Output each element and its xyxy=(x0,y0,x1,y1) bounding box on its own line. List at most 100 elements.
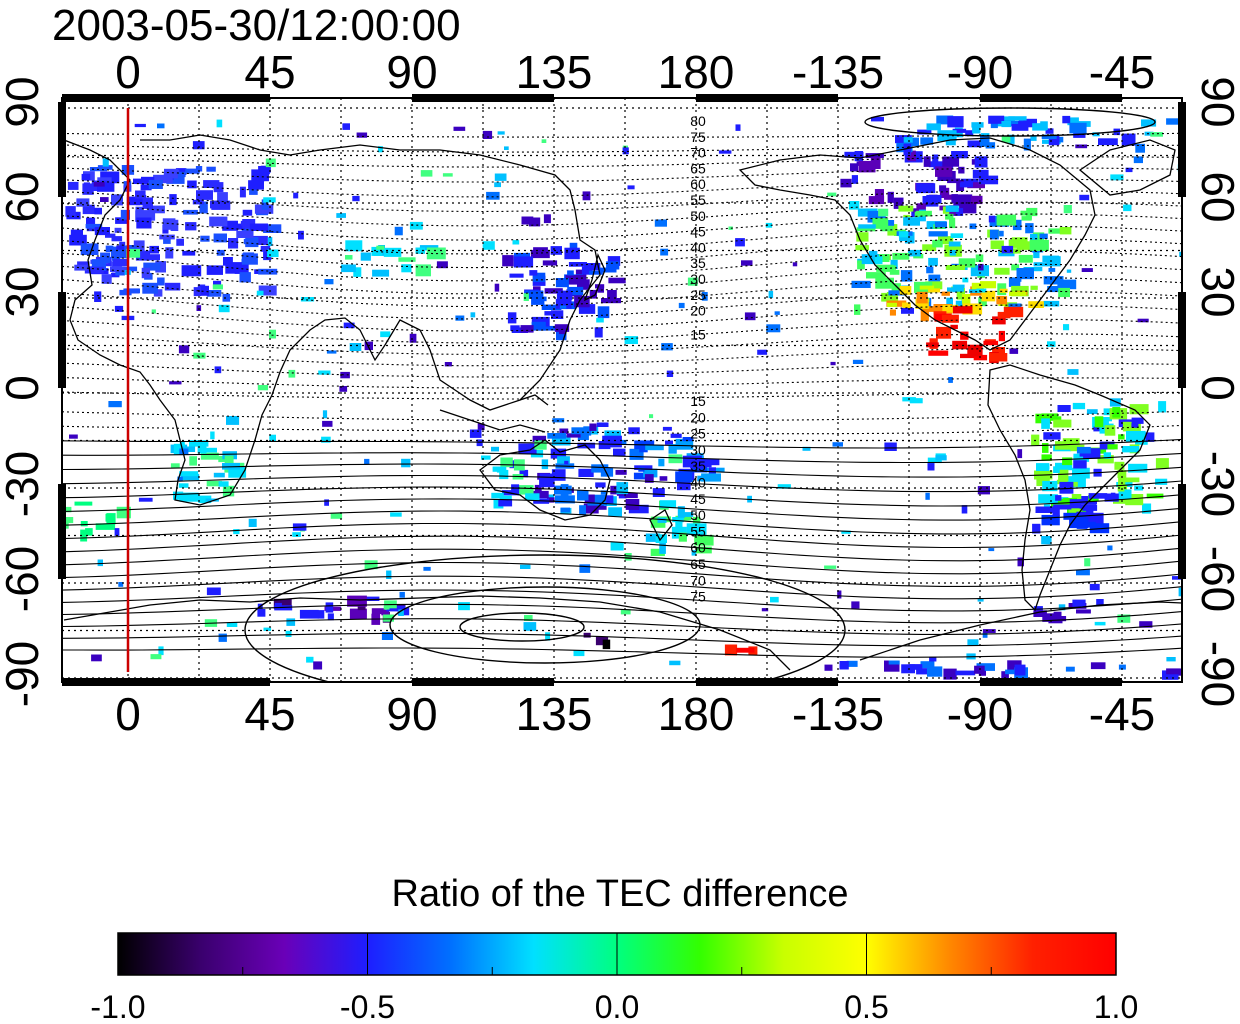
tec-patch xyxy=(533,247,548,258)
tec-patch xyxy=(1097,455,1114,464)
tec-patch xyxy=(1018,254,1033,263)
tec-patch xyxy=(550,246,562,255)
tec-patch xyxy=(183,209,198,215)
tec-patch xyxy=(100,197,109,202)
tec-patch xyxy=(878,208,889,217)
tec-patch xyxy=(554,485,572,495)
tec-patch xyxy=(206,166,216,172)
tec-patch xyxy=(582,191,591,201)
tec-patch xyxy=(1099,441,1115,450)
tec-patch xyxy=(990,240,1004,249)
tec-patch xyxy=(349,608,367,620)
tec-patch xyxy=(151,309,156,314)
tec-patch xyxy=(998,330,1005,342)
tec-patch xyxy=(1069,481,1078,487)
tec-patch xyxy=(134,123,146,128)
tec-patch xyxy=(851,601,860,609)
tec-patch xyxy=(919,285,935,290)
tec-patch xyxy=(164,282,181,291)
coast-new-zealand xyxy=(649,509,673,542)
tec-patch xyxy=(482,241,495,250)
tec-patch xyxy=(222,293,231,302)
tec-patch xyxy=(916,210,932,217)
tec-patch xyxy=(361,596,380,601)
tec-patch xyxy=(951,151,968,159)
tec-patch xyxy=(420,170,433,177)
tec-patch xyxy=(1058,287,1070,298)
tec-patch xyxy=(608,277,626,284)
tec-patch xyxy=(206,480,222,487)
tec-patch xyxy=(249,223,268,231)
tec-patch xyxy=(606,261,620,270)
tec-patch xyxy=(1032,523,1041,534)
contour-line xyxy=(62,277,1182,308)
contour-line xyxy=(62,474,1182,493)
tec-patch xyxy=(677,479,691,491)
tec-patch xyxy=(600,467,614,477)
tec-patch xyxy=(639,446,648,453)
tec-patch xyxy=(610,542,624,551)
contour-line xyxy=(62,498,1182,521)
tec-patch xyxy=(1001,135,1011,143)
tec-patch xyxy=(1001,671,1009,681)
tec-patch xyxy=(827,192,837,197)
tec-patch xyxy=(192,199,204,205)
tec-patch xyxy=(1125,167,1133,173)
tec-patch xyxy=(213,233,227,243)
tec-patch xyxy=(86,227,99,232)
tec-patch xyxy=(292,532,301,537)
tec-patch xyxy=(1043,432,1061,440)
tec-patch xyxy=(228,466,247,478)
tec-patch xyxy=(550,448,567,459)
tec-patch xyxy=(678,302,685,309)
tec-patch xyxy=(1072,599,1086,607)
tec-patch xyxy=(686,523,707,535)
tec-patch xyxy=(629,448,644,460)
tec-patch xyxy=(166,175,185,184)
tec-patch xyxy=(665,440,673,445)
tec-patch xyxy=(1025,223,1034,234)
tec-patch xyxy=(65,206,76,217)
tec-patch xyxy=(907,150,916,162)
tec-patch xyxy=(1069,499,1082,509)
tec-patch xyxy=(1107,444,1118,450)
tec-patch xyxy=(539,473,560,480)
tec-patch xyxy=(982,629,996,633)
tec-patch xyxy=(959,203,977,214)
tec-patch xyxy=(293,192,299,199)
tec-patch xyxy=(1075,515,1086,525)
tec-patch xyxy=(491,492,504,499)
tec-patch xyxy=(666,370,674,377)
tec-patch xyxy=(133,240,145,252)
tec-patch xyxy=(97,182,115,192)
tec-patch xyxy=(69,434,78,439)
tec-patch xyxy=(841,530,851,534)
right-lat-label: -90 xyxy=(1192,641,1240,707)
contour-line xyxy=(62,250,1182,282)
tec-patch xyxy=(892,252,910,260)
tec-patch xyxy=(927,457,942,464)
tec-patch xyxy=(650,548,665,556)
tec-patch xyxy=(477,423,485,431)
tec-patch xyxy=(1048,228,1066,234)
tec-patch xyxy=(962,277,969,283)
tec-patch xyxy=(947,178,961,184)
tec-patch xyxy=(324,279,334,285)
tec-patch xyxy=(1089,523,1110,534)
tec-patch xyxy=(871,116,884,122)
bottom-lon-label: -45 xyxy=(1089,688,1155,740)
tec-patch xyxy=(538,325,557,331)
tec-patch xyxy=(148,179,163,189)
tec-patch xyxy=(470,312,476,318)
tec-patch xyxy=(114,227,122,233)
tec-patch xyxy=(149,245,159,254)
tec-patch xyxy=(929,656,937,662)
tec-patch xyxy=(210,200,230,209)
tec-patch xyxy=(994,267,1010,275)
contour-line xyxy=(62,486,1182,507)
tec-patch xyxy=(1003,306,1024,318)
tec-patch xyxy=(1129,404,1149,415)
tec-patch xyxy=(143,262,161,271)
tec-patch xyxy=(597,284,604,293)
tec-patch xyxy=(839,661,849,670)
